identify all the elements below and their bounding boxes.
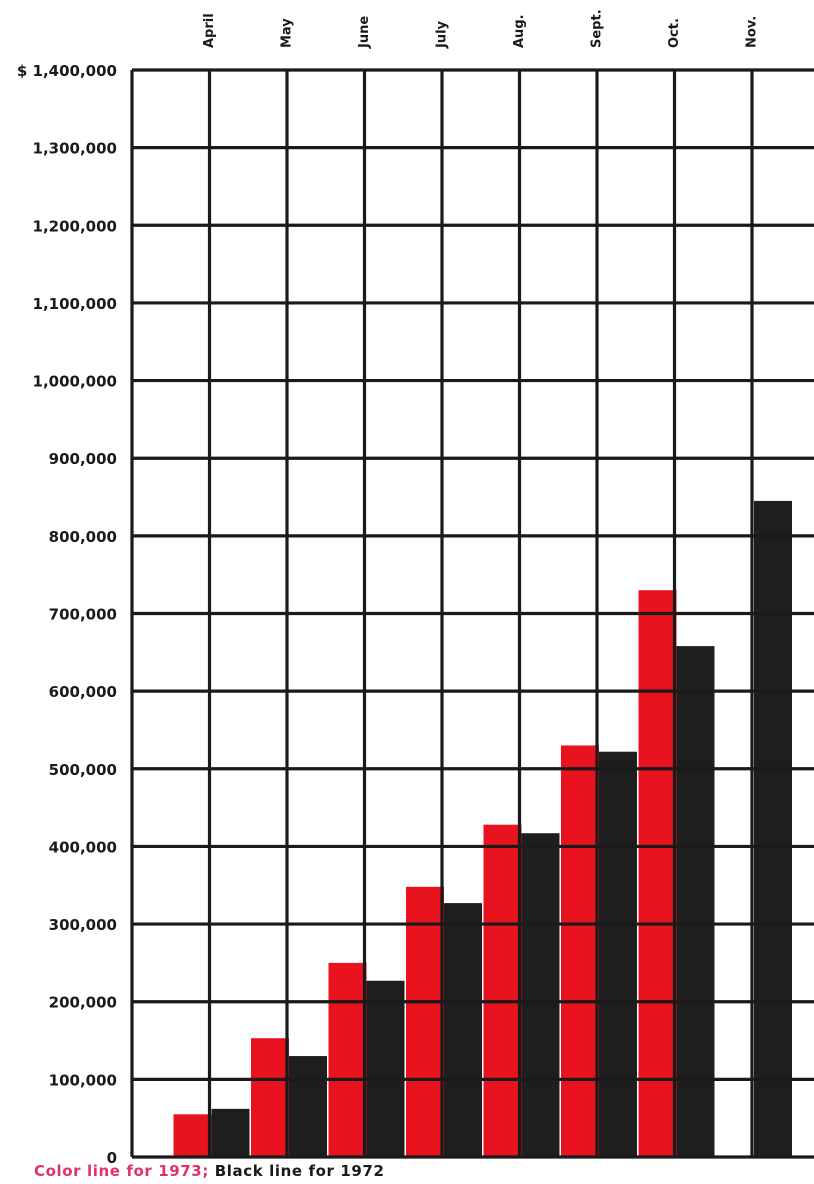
y-tick-label: 500,000	[49, 761, 117, 779]
x-tick-label-june: June	[357, 16, 372, 49]
x-tick-label-aug: Aug.	[512, 14, 527, 48]
y-tick-label: 900,000	[49, 450, 117, 468]
x-tick-label-sept: Sept.	[589, 9, 604, 48]
x-tick-label-nov: Nov.	[744, 16, 759, 48]
y-tick-label: 200,000	[49, 994, 117, 1012]
bar-1972-july	[444, 903, 482, 1157]
y-tick-label: 300,000	[49, 916, 117, 934]
y-tick-label: 400,000	[49, 838, 117, 856]
bar-1972-april	[211, 1108, 250, 1157]
bar-1972-may	[289, 1056, 327, 1157]
x-tick-label-may: May	[279, 18, 294, 48]
bar-1972-sept	[599, 751, 637, 1157]
y-tick-label: 700,000	[49, 606, 117, 624]
bar-1973-sept	[561, 745, 599, 1157]
chart-legend: Color line for 1973; Black line for 1972	[34, 1162, 385, 1180]
bar-1973-june	[328, 962, 367, 1157]
y-tick-label: 100,000	[49, 1071, 117, 1089]
x-tick-label-april: April	[202, 13, 217, 48]
bar-1973-july	[406, 886, 444, 1157]
y-tick-label: 0	[107, 1149, 117, 1167]
bar-1972-june	[366, 980, 405, 1157]
bar-1973-oct	[638, 590, 677, 1157]
legend-1972: Black line for 1972	[214, 1162, 385, 1180]
bar-1973-may	[251, 1038, 289, 1157]
y-tick-label: 600,000	[49, 683, 117, 701]
x-tick-label-july: July	[434, 20, 449, 49]
x-tick-label-oct: Oct.	[667, 18, 682, 48]
bar-1972-oct	[676, 646, 715, 1157]
y-tick-label: 1,200,000	[33, 217, 117, 235]
bar-1973-aug	[483, 824, 522, 1157]
y-tick-label: $ 1,400,000	[17, 62, 117, 80]
y-tick-label: 1,300,000	[33, 140, 117, 158]
legend-1973: Color line for 1973;	[34, 1162, 209, 1180]
bar-1973-april	[173, 1114, 212, 1157]
y-tick-label: 800,000	[49, 528, 117, 546]
y-tick-label: 1,000,000	[33, 373, 117, 391]
bar-1972-aug	[521, 833, 560, 1157]
y-tick-label: 1,100,000	[33, 295, 117, 313]
bar-1972-nov	[754, 500, 792, 1157]
